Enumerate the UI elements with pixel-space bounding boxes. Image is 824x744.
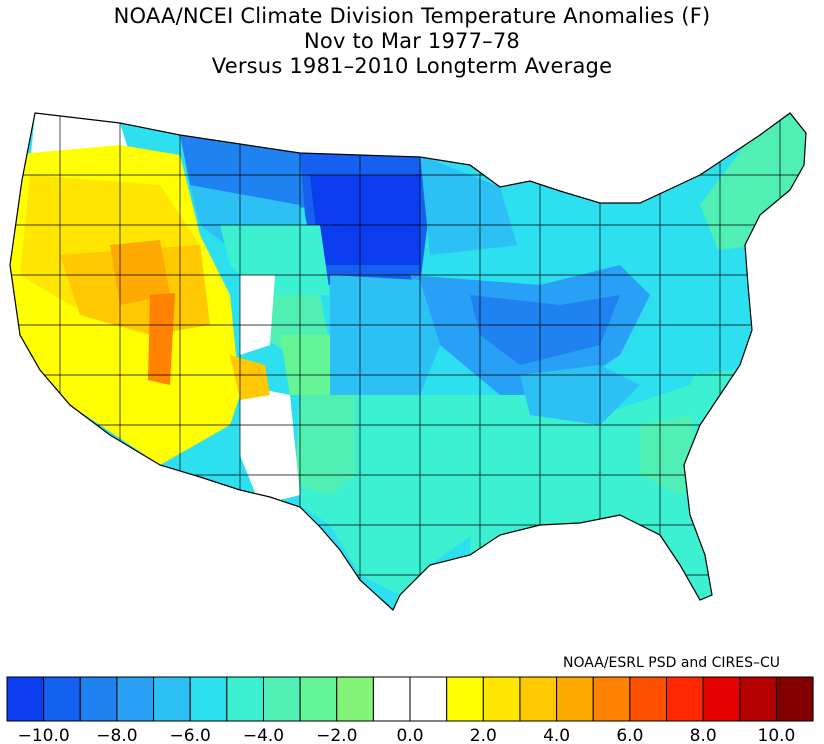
map-title: NOAA/NCEI Climate Division Temperature A… bbox=[0, 4, 824, 79]
colorbar-box bbox=[409, 676, 448, 722]
colorbar-box bbox=[189, 676, 228, 722]
credit-text: NOAA/ESRL PSD and CIRES–CU bbox=[563, 655, 780, 671]
colorbar-box bbox=[43, 676, 81, 722]
colorbar-box bbox=[153, 676, 191, 722]
fill-minnesota bbox=[420, 155, 520, 255]
colorbar-tick-label: 4.0 bbox=[543, 726, 570, 744]
fill-ohio-valley-core bbox=[470, 295, 620, 365]
fill-utah-core bbox=[148, 293, 175, 385]
colorbar-boxes bbox=[6, 676, 814, 722]
colorbar-box bbox=[739, 676, 777, 722]
colorbar-box bbox=[79, 676, 118, 722]
colorbar-box bbox=[666, 676, 704, 722]
title-line-2: Nov to Mar 1977–78 bbox=[304, 29, 520, 53]
colorbar-tick-label: 2.0 bbox=[470, 726, 497, 744]
colorbar-box bbox=[226, 676, 264, 722]
colorbar-tick-label: 8.0 bbox=[690, 726, 717, 744]
colorbar-box bbox=[262, 676, 301, 722]
fill-colorado-south bbox=[280, 335, 330, 395]
fill-wyoming-white bbox=[240, 275, 275, 355]
colorbar-box bbox=[482, 676, 521, 722]
colorbar-box bbox=[702, 676, 741, 722]
fill-new-england bbox=[700, 113, 806, 265]
colorbar-box bbox=[592, 676, 631, 722]
colorbar-box bbox=[336, 676, 374, 722]
colorbar-box bbox=[299, 676, 338, 722]
fill-utah-north bbox=[110, 240, 170, 305]
colorbar-box bbox=[556, 676, 594, 722]
fill-central-plains bbox=[330, 275, 440, 395]
colorbar-legend: −10.0 −8.0 −6.0 −4.0 −2.0 0.0 2.0 4.0 6.0 8.0 10.0 bbox=[6, 676, 814, 744]
colorbar-tick-label: 6.0 bbox=[616, 726, 643, 744]
division-boundaries bbox=[10, 113, 806, 610]
colorbar-tick-label: −8.0 bbox=[96, 726, 137, 744]
fill-new-mexico-east bbox=[295, 395, 355, 495]
title-line-3: Versus 1981–2010 Longterm Average bbox=[211, 54, 613, 78]
us-anomaly-map bbox=[9, 112, 807, 611]
colorbar-box bbox=[372, 676, 411, 722]
colorbar-tick-label: 10.0 bbox=[758, 726, 796, 744]
fill-mid-atlantic bbox=[660, 245, 760, 375]
colorbar-box bbox=[116, 676, 155, 722]
colorbar-ticks: −10.0 −8.0 −6.0 −4.0 −2.0 0.0 2.0 4.0 6.0 8.0 10.0 bbox=[18, 726, 796, 744]
fill-great-lakes bbox=[500, 187, 640, 275]
colorbar-box bbox=[6, 676, 45, 722]
colorbar-box bbox=[446, 676, 484, 722]
colorbar-box bbox=[519, 676, 558, 722]
anomaly-fill-regions bbox=[10, 113, 806, 610]
colorbar-tick-label: −6.0 bbox=[170, 726, 211, 744]
title-line-1: NOAA/NCEI Climate Division Temperature A… bbox=[113, 4, 711, 28]
fill-tennessee bbox=[520, 365, 640, 425]
fill-dakotas-core bbox=[310, 175, 420, 265]
colorbar-tick-label: 0.0 bbox=[397, 726, 424, 744]
colorbar-tick-label: −10.0 bbox=[18, 726, 70, 744]
colorbar-tick-label: −2.0 bbox=[316, 726, 357, 744]
colorbar-box bbox=[775, 676, 814, 722]
colorbar-tick-label: −4.0 bbox=[243, 726, 284, 744]
colorbar-box bbox=[629, 676, 668, 722]
